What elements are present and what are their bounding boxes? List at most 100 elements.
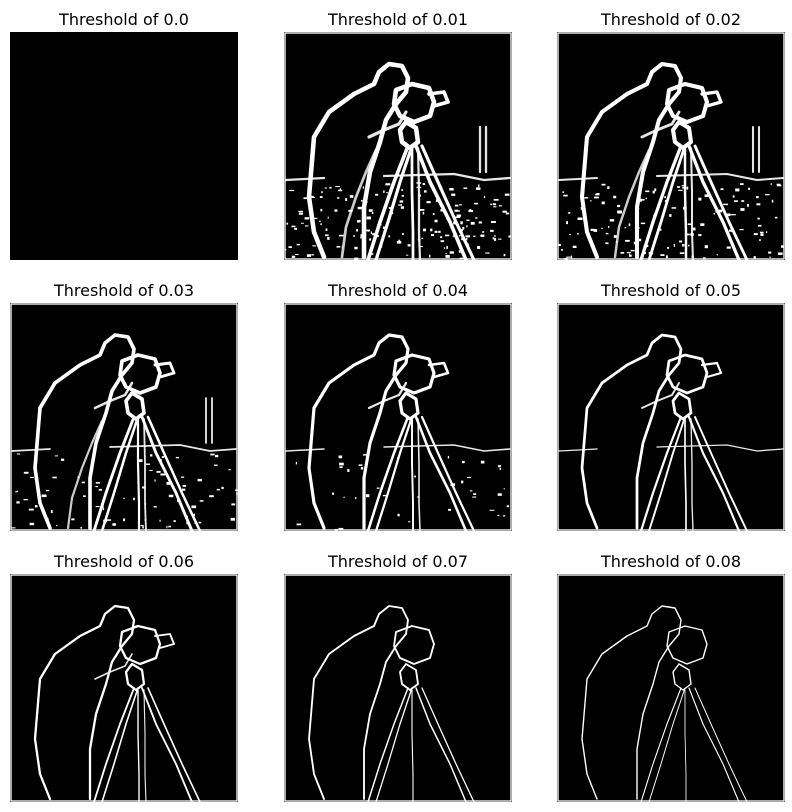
edge-speck (452, 235, 454, 238)
edge-stroke (411, 418, 414, 531)
edge-speck (474, 202, 478, 205)
edge-speck (366, 216, 371, 220)
edge-speck (609, 219, 615, 222)
edge-stroke (93, 381, 134, 410)
edge-speck (61, 458, 65, 461)
edge-speck (698, 197, 702, 201)
edge-speck (182, 485, 187, 487)
panel-title: Threshold of 0.0 (59, 10, 189, 29)
edge-speck (633, 241, 639, 245)
edge-speck (462, 460, 465, 464)
edge-speck (329, 186, 332, 189)
edge-speck (645, 190, 650, 193)
edge-speck (29, 476, 34, 478)
edge-speck (397, 457, 399, 460)
edge-speck (193, 513, 195, 516)
edge-speck (445, 252, 447, 254)
edge-speck (739, 229, 744, 231)
edge-speck (472, 496, 477, 498)
edge-stroke (101, 687, 139, 802)
edge-speck (16, 501, 20, 504)
edge-speck (569, 234, 571, 236)
edge-speck (593, 229, 598, 232)
edge-speck (334, 209, 338, 212)
edge-speck (325, 234, 329, 237)
edge-speck (46, 489, 50, 492)
edge-speck (590, 200, 592, 202)
edge-stroke (751, 125, 761, 174)
edge-speck (230, 517, 235, 521)
edge-speck (306, 254, 312, 257)
edge-speck (420, 246, 423, 248)
edge-speck (41, 494, 47, 498)
edge-speck (608, 226, 610, 229)
panel-title: Threshold of 0.05 (600, 281, 742, 300)
edge-speck (439, 185, 442, 188)
edge-speck (687, 233, 690, 236)
edge-speck (493, 199, 499, 201)
edge-stroke (391, 81, 437, 125)
edge-speck (567, 212, 570, 214)
edge-speck (490, 229, 494, 232)
edge-speck (636, 210, 638, 212)
edge-stroke (664, 81, 710, 125)
edge-speck (723, 203, 728, 206)
edge-stroke (284, 303, 512, 531)
edge-speck (682, 244, 685, 247)
edge-speck (440, 209, 443, 212)
image-background (10, 32, 238, 260)
edge-speck (360, 234, 364, 237)
edge-speck (777, 252, 783, 255)
edge-speck (735, 188, 740, 192)
edge-stroke (613, 148, 651, 259)
edge-speck (625, 239, 630, 242)
edge-speck (356, 229, 358, 232)
edge-speck (81, 481, 85, 484)
edge-speck (572, 245, 577, 248)
edge-speck (325, 228, 328, 231)
edge-speck (162, 456, 165, 458)
edge-speck (660, 254, 665, 256)
edge-speck (478, 184, 480, 188)
edge-stroke (427, 90, 450, 108)
edge-speck (365, 494, 370, 498)
edge-speck (388, 235, 391, 238)
edge-speck (295, 254, 299, 255)
edge-speck (758, 239, 761, 241)
edge-speck (80, 527, 83, 529)
edge-speck (358, 464, 363, 466)
edge-speck (417, 239, 421, 241)
edge-stroke (147, 687, 201, 802)
edge-speck (459, 235, 461, 237)
edge-speck (727, 213, 730, 217)
edge-speck (454, 204, 459, 207)
edge-speck (643, 244, 649, 247)
edge-stroke (687, 144, 741, 260)
edge-speck (658, 228, 662, 231)
edge-stroke (146, 415, 202, 531)
edge-speck (153, 506, 157, 508)
edge-speck (700, 223, 705, 226)
edge-speck (362, 186, 365, 189)
edge-speck (460, 221, 463, 225)
edge-speck (358, 219, 361, 223)
edge-speck (375, 193, 379, 196)
edge-speck (154, 479, 156, 482)
edge-speck (508, 235, 511, 238)
edge-speck (370, 231, 372, 234)
edge-speck (734, 200, 738, 202)
edge-speck (194, 522, 197, 524)
edge-stroke (10, 303, 238, 531)
edge-speck (406, 254, 409, 256)
edge-image (10, 574, 238, 802)
edge-image (284, 574, 512, 802)
edge-stroke (557, 32, 785, 260)
edge-speck (156, 470, 161, 473)
edge-speck (570, 255, 573, 259)
edge-speck (348, 209, 353, 212)
edge-speck (498, 465, 501, 468)
edge-stroke (640, 687, 682, 802)
edge-speck (715, 209, 719, 213)
edge-speck (77, 476, 79, 478)
edge-speck (467, 243, 469, 246)
